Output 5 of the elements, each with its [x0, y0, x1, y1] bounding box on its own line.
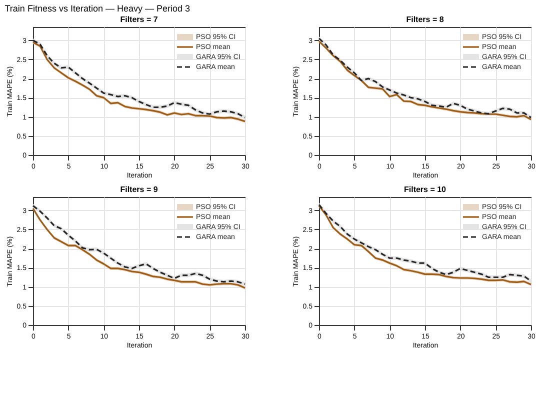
chart-title: Filters = 8: [406, 15, 444, 24]
chart-title: Filters = 9: [120, 185, 158, 194]
chart-title: Filters = 7: [120, 15, 158, 24]
text: Train Fitness vs Iteration — Heavy — Period 3: [4, 4, 190, 14]
chart-title: Filters = 10: [404, 185, 447, 194]
